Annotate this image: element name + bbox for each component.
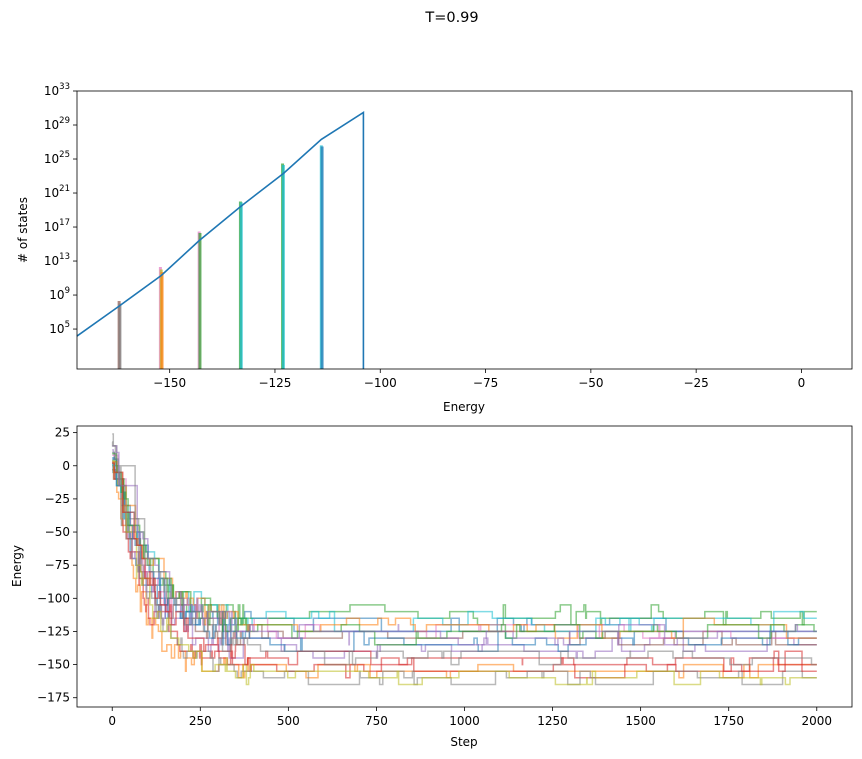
energy-y-tick-label-4: −75 — [45, 558, 70, 572]
dos-x-tick-label-1: −125 — [258, 376, 291, 390]
energy-x-tick-label-3: 750 — [365, 714, 388, 728]
dos-x-ticks: −150 −125 −100 −75 −50 −25 0 — [153, 369, 805, 390]
energy-x-tick-label-5: 1250 — [537, 714, 568, 728]
dos-x-tick-label-6: 0 — [798, 376, 806, 390]
figure-title: T=0.99 — [424, 10, 478, 26]
energy-trace-8 — [112, 459, 817, 686]
dos-series-line-0 — [76, 110, 365, 369]
dos-x-tick-label-5: −25 — [683, 376, 708, 390]
dos-plot-area — [76, 110, 365, 369]
energy-y-tick-label-2: −25 — [45, 492, 70, 506]
energy-x-ticks: 0 250 500 750 1000 1250 1500 1750 2000 — [108, 707, 832, 728]
energy-x-tick-label-8: 2000 — [801, 714, 832, 728]
energy-trace-2 — [112, 451, 817, 626]
dos-y-tick-label-5: 1025 — [44, 150, 70, 166]
energy-y-tick-label-1: 0 — [62, 459, 70, 473]
energy-y-tick-label-6: −125 — [37, 624, 70, 638]
energy-x-tick-label-7: 1750 — [713, 714, 744, 728]
dos-y-tick-label-6: 1029 — [44, 116, 70, 132]
energy-y-axis-label: Energy — [10, 545, 24, 587]
energy-y-tick-label-7: −150 — [37, 658, 70, 672]
energy-trace-14 — [112, 445, 817, 646]
dos-y-axis-label: # of states — [16, 197, 30, 263]
dos-y-tick-label-7: 1033 — [44, 82, 70, 98]
dos-x-tick-label-2: −100 — [364, 376, 397, 390]
energy-trace-4 — [112, 449, 817, 659]
energy-x-tick-label-2: 500 — [277, 714, 300, 728]
dos-y-tick-label-2: 1013 — [44, 252, 70, 268]
energy-chart: 0 250 500 750 1000 1250 1500 1750 2000 250−25−50… — [10, 425, 853, 749]
dos-x-tick-label-4: −50 — [578, 376, 603, 390]
energy-x-tick-label-1: 250 — [189, 714, 212, 728]
dos-x-tick-label-0: −150 — [153, 376, 186, 390]
dos-y-tick-label-3: 1017 — [44, 218, 70, 234]
energy-y-tick-label-0: 25 — [55, 426, 70, 440]
energy-trace-15 — [111, 441, 817, 666]
dos-chart: −150 −125 −100 −75 −50 −25 0 105 109 1013 1017 102… — [16, 82, 853, 414]
energy-x-axis-label: Step — [450, 735, 477, 749]
energy-y-ticks: 25 0 −25 −50 −75 −100 −125 −150 −175 — [37, 426, 77, 705]
energy-x-tick-label-6: 1500 — [625, 714, 656, 728]
energy-trace-13 — [112, 462, 817, 672]
dos-x-tick-label-3: −75 — [473, 376, 498, 390]
energy-plot-area — [111, 433, 817, 686]
energy-y-tick-label-5: −100 — [37, 591, 70, 605]
dos-axes-frame — [76, 90, 853, 370]
energy-x-tick-label-0: 0 — [108, 714, 116, 728]
dos-x-axis-label: Energy — [443, 400, 485, 414]
energy-y-tick-label-3: −50 — [45, 525, 70, 539]
dos-y-tick-label-1: 109 — [49, 286, 70, 302]
dos-y-tick-label-0: 105 — [49, 320, 70, 336]
energy-y-tick-label-8: −175 — [37, 691, 70, 705]
energy-trace-9 — [112, 463, 817, 633]
energy-trace-10 — [112, 457, 817, 653]
dos-y-tick-label-4: 1021 — [44, 184, 70, 200]
energy-x-tick-label-4: 1000 — [449, 714, 480, 728]
dos-y-ticks: 105 109 1013 1017 1021 1025 1029 1033 — [44, 82, 77, 336]
